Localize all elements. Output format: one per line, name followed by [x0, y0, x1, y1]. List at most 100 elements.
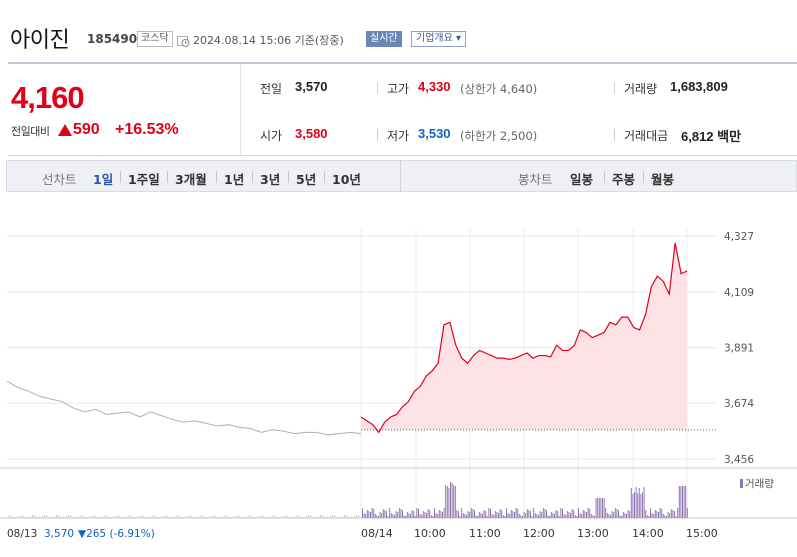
divider: [643, 171, 644, 183]
volume-bar: [528, 510, 530, 518]
volume-bar: [395, 511, 397, 518]
volume-bar: [504, 516, 506, 518]
volume-bar: [491, 514, 493, 518]
amount-value: 6,812 백만: [681, 129, 742, 144]
y-tick-label: 3,891: [724, 343, 754, 355]
volume-bar: [226, 515, 228, 518]
volume-bar: [382, 509, 384, 518]
volume-bar: [562, 509, 563, 518]
volume-bar: [243, 517, 245, 518]
volume-bar: [108, 517, 110, 518]
volume-bar: [92, 516, 93, 518]
volume-bar: [606, 513, 608, 518]
volume-bar: [552, 513, 554, 518]
volume-bar: [626, 514, 627, 518]
volume-bar: [539, 511, 541, 518]
volume-bar: [281, 516, 283, 518]
volume-bar: [255, 517, 257, 518]
volume-bar: [421, 515, 423, 518]
volume-bar: [68, 515, 69, 518]
volume-bar: [75, 517, 77, 518]
volume-bar: [296, 516, 297, 518]
price-fill-area: [361, 242, 687, 430]
volume-bar: [44, 515, 45, 518]
volume-bar: [632, 494, 634, 518]
volume-bar: [622, 512, 624, 518]
volume-bar: [238, 515, 240, 518]
volume-bar: [453, 485, 455, 518]
volume-bar: [197, 516, 199, 518]
volume-bar: [474, 510, 475, 518]
company-info-dropdown[interactable]: 기업개요 ▾: [411, 31, 466, 47]
low-value: 3,530: [418, 126, 451, 141]
up-triangle-icon: [58, 124, 72, 136]
candle-monthly[interactable]: 월봉: [651, 172, 675, 187]
volume-bar: [41, 516, 43, 518]
volume-bar: [135, 517, 137, 518]
volume-bar: [618, 510, 619, 518]
volume-bar: [427, 509, 429, 518]
price-chart[interactable]: 4,327 4,109 3,891 3,674 3,456 08/14 10:00 11:0…: [0, 196, 797, 557]
volume-bar: [123, 517, 125, 518]
volume-bar: [137, 516, 139, 518]
volume-bar: [267, 517, 269, 518]
volume-bar: [683, 486, 685, 518]
volume-bar: [408, 513, 410, 518]
volume-bar: [437, 514, 439, 518]
volume-bar: [610, 515, 611, 518]
volume-bar: [434, 508, 435, 518]
period-3y[interactable]: 3년: [260, 172, 281, 187]
volume-bar: [245, 516, 247, 518]
volume-bar: [648, 516, 650, 518]
volume-bar: [17, 516, 19, 518]
volume-bar: [493, 515, 495, 518]
volume-legend: 거래량: [745, 478, 774, 490]
volume-bar: [418, 509, 419, 518]
prev-close-label: 전일: [260, 82, 283, 96]
y-tick-label: 4,327: [724, 231, 754, 243]
volume-bar: [510, 510, 512, 518]
volume-bar: [171, 517, 173, 518]
volume-bar: [667, 512, 669, 518]
realtime-button[interactable]: 실시간: [366, 31, 402, 47]
volume-bar: [651, 513, 653, 518]
volume-bar: [515, 508, 517, 518]
divider: [252, 171, 253, 183]
volume-bar: [611, 511, 613, 518]
volume-bar: [176, 516, 177, 518]
volume-bar: [111, 517, 113, 518]
volume-bar: [478, 512, 480, 518]
volume-bar: [586, 512, 587, 518]
volume-bar: [507, 513, 509, 518]
period-1d[interactable]: 1일: [93, 172, 114, 187]
volume-bar: [448, 488, 450, 518]
period-1y[interactable]: 1년: [224, 172, 245, 187]
volume-bar: [490, 509, 491, 518]
volume-bar: [36, 517, 38, 518]
volume-bar: [89, 516, 91, 518]
period-1w[interactable]: 1주일: [128, 172, 160, 187]
volume-bar: [384, 510, 386, 518]
candle-daily[interactable]: 일봉: [570, 172, 594, 187]
candle-weekly[interactable]: 주봉: [612, 172, 636, 187]
volume-bar: [669, 513, 671, 518]
volume-bar: [63, 517, 65, 518]
period-5y[interactable]: 5년: [296, 172, 317, 187]
volume-bar: [578, 508, 579, 518]
volume-bar: [272, 516, 273, 518]
volume-bar: [627, 510, 629, 518]
period-10y[interactable]: 10년: [332, 172, 361, 187]
volume-bar: [24, 517, 26, 518]
volume-bar: [544, 509, 546, 518]
volume-bar: [547, 515, 549, 518]
volume-bar: [467, 511, 469, 518]
volume-bar: [101, 516, 103, 518]
volume-bar: [370, 512, 371, 518]
period-3m[interactable]: 3개월: [175, 172, 207, 187]
volume-bar: [470, 508, 472, 518]
volume-bar: [469, 512, 471, 518]
volume-bar: [595, 498, 597, 518]
volume-bar: [346, 515, 348, 518]
divider: [614, 129, 615, 141]
volume-bar: [438, 510, 440, 518]
